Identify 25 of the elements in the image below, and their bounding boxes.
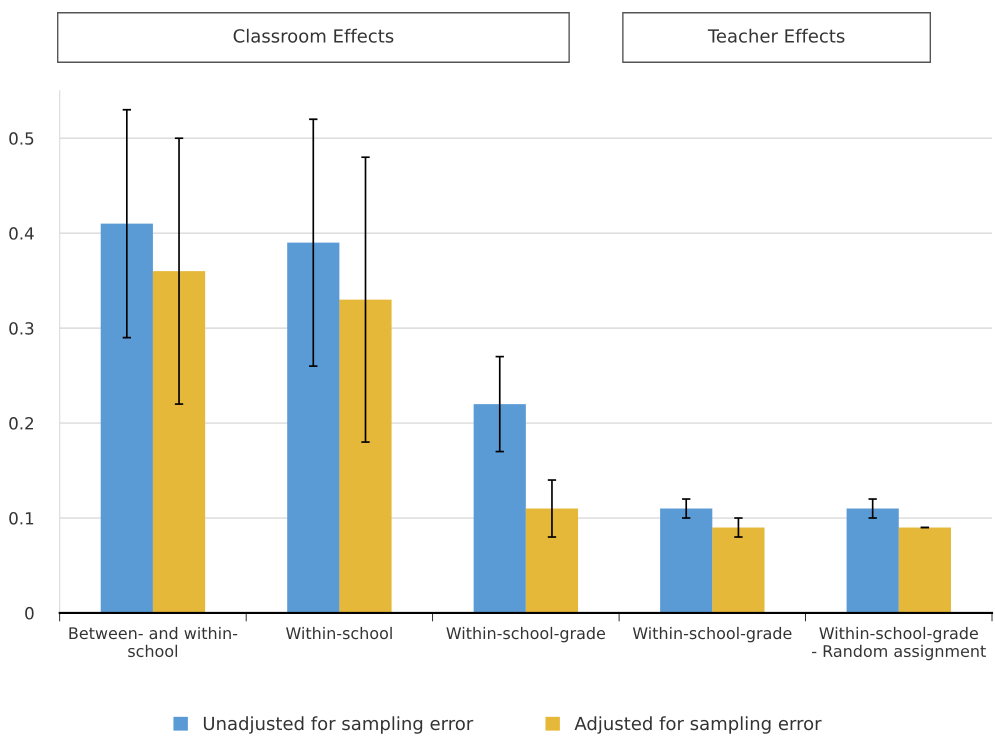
bar xyxy=(339,300,392,613)
bar xyxy=(152,271,206,613)
bar xyxy=(100,224,153,613)
bar xyxy=(846,508,899,613)
x-tick-label: Within-school xyxy=(286,626,392,640)
x-tick-label: Within-school-grade xyxy=(446,626,606,642)
x-tick-label: Within-school-grade xyxy=(632,626,792,642)
text: Classroom Effects xyxy=(234,28,394,43)
x-tick-label: Within-school-grade - Random assignment xyxy=(812,626,986,660)
bar xyxy=(474,404,526,613)
y-tick-label: 0.2 xyxy=(9,417,34,430)
x-tick-label: Between- and within- school xyxy=(69,626,238,658)
legend-label: Unadjusted for sampling error xyxy=(204,716,474,734)
y-tick-label: 0.1 xyxy=(9,512,34,525)
bar xyxy=(712,528,765,613)
bar xyxy=(660,508,712,613)
legend-label: Adjusted for sampling error xyxy=(574,716,822,734)
y-tick-label: 0.4 xyxy=(9,227,34,240)
bar xyxy=(898,528,951,613)
y-tick-label: 0.5 xyxy=(9,132,34,145)
text: Teacher Effects xyxy=(708,28,844,43)
bar xyxy=(526,508,578,613)
y-tick-label: 0.3 xyxy=(9,322,34,335)
bar xyxy=(287,242,340,613)
y-tick-label: 0 xyxy=(25,606,34,620)
